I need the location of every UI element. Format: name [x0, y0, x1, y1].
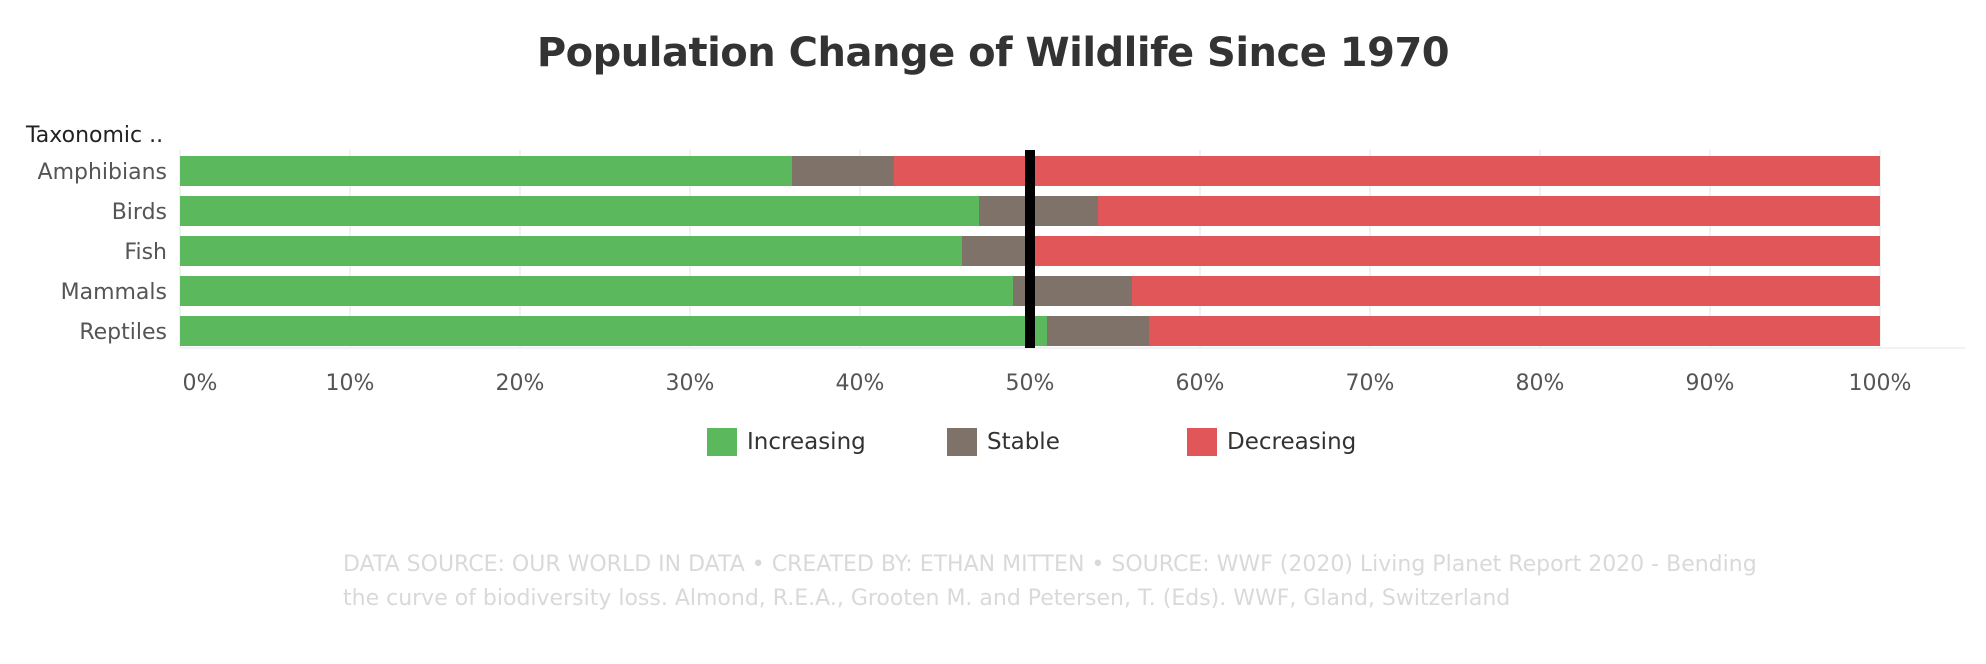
row-label-fish: Fish — [124, 240, 167, 265]
legend-label-decreasing: Decreasing — [1227, 429, 1357, 455]
row-label-reptiles: Reptiles — [79, 320, 167, 345]
legend-label-stable: Stable — [987, 429, 1060, 455]
legend-swatch-increasing — [707, 428, 737, 456]
bar-stable-reptiles — [1047, 316, 1149, 346]
bar-increasing-mammals — [180, 276, 1013, 306]
bar-increasing-amphibians — [180, 156, 792, 186]
x-tick-label: 60% — [1176, 371, 1225, 396]
bar-increasing-birds — [180, 196, 979, 226]
x-tick-label: 0% — [183, 371, 218, 396]
bar-decreasing-fish — [1030, 236, 1880, 266]
legend-swatch-decreasing — [1187, 428, 1217, 456]
legend-item-decreasing: Decreasing — [1187, 428, 1356, 456]
x-tick-label: 90% — [1686, 371, 1735, 396]
bar-increasing-fish — [180, 236, 962, 266]
bar-decreasing-birds — [1098, 196, 1880, 226]
footer-line-2: the curve of biodiversity loss. Almond, … — [343, 586, 1511, 611]
row-label-birds: Birds — [112, 200, 167, 225]
x-axis-ticks: 0% 10% 20% 30% 40% 50% 60% 70% 80% 90% 100% — [183, 371, 1912, 396]
x-tick-label: 50% — [1006, 371, 1055, 396]
bars — [180, 150, 1880, 348]
bar-stable-fish — [962, 236, 1030, 266]
x-tick-label: 30% — [666, 371, 715, 396]
legend-label-increasing: Increasing — [747, 429, 866, 455]
x-tick-label: 10% — [326, 371, 375, 396]
bar-increasing-reptiles — [180, 316, 1047, 346]
bar-decreasing-mammals — [1132, 276, 1880, 306]
row-header: Taxonomic .. — [25, 123, 163, 148]
footer-source: DATA SOURCE: OUR WORLD IN DATA • CREATED… — [343, 548, 1803, 616]
legend-item-increasing: Increasing — [707, 428, 866, 456]
bar-decreasing-reptiles — [1149, 316, 1880, 346]
legend-item-stable: Stable — [947, 428, 1060, 456]
x-tick-label: 20% — [496, 371, 545, 396]
x-tick-label: 40% — [836, 371, 885, 396]
legend: Increasing Stable Decreasing — [0, 428, 1986, 460]
bar-stable-amphibians — [792, 156, 894, 186]
x-tick-label: 70% — [1346, 371, 1395, 396]
footer-line-1: DATA SOURCE: OUR WORLD IN DATA • CREATED… — [343, 552, 1757, 577]
bar-decreasing-amphibians — [894, 156, 1880, 186]
chart-title: Population Change of Wildlife Since 1970 — [536, 30, 1450, 76]
row-label-amphibians: Amphibians — [38, 160, 167, 185]
row-labels: Amphibians Birds Fish Mammals Reptiles — [38, 160, 167, 345]
x-tick-label: 100% — [1849, 371, 1912, 396]
row-label-mammals: Mammals — [61, 280, 167, 305]
bar-stable-birds — [979, 196, 1098, 226]
x-tick-label: 80% — [1516, 371, 1565, 396]
legend-swatch-stable — [947, 428, 977, 456]
